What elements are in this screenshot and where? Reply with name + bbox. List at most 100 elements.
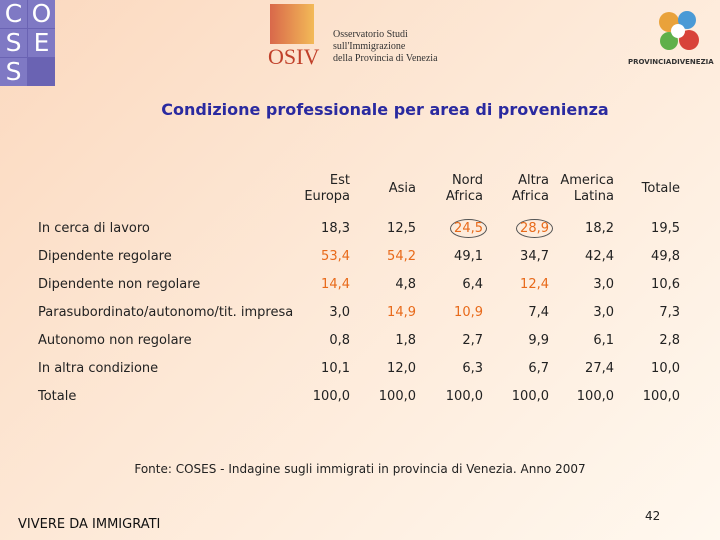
osiv-text: Osservatorio Studi sull'Immigrazione del…: [333, 29, 438, 65]
cell: 6,1: [544, 333, 614, 348]
cell-value: 100,0: [312, 389, 350, 404]
header-line: Africa: [511, 189, 549, 204]
source: Fonte: COSES - Indagine sugli immigrati …: [134, 462, 586, 476]
cell: 19,5: [610, 221, 680, 236]
cell: 6,7: [479, 361, 549, 376]
cell: 3,0: [544, 277, 614, 292]
cell-value: 3,0: [329, 305, 350, 320]
logo-letter: S: [0, 58, 27, 86]
cell-value: 14,4: [321, 277, 350, 292]
cell: 14,4: [280, 277, 350, 292]
cell-value: 14,9: [387, 305, 416, 320]
cell-value: 49,1: [454, 249, 483, 264]
osiv-mark: OSIV: [268, 44, 320, 69]
cell: 54,2: [346, 249, 416, 264]
cell-value: 12,4: [520, 277, 549, 292]
coses-logo: C O S E S: [0, 0, 55, 86]
cell-value: 10,9: [454, 305, 483, 320]
cell-value: 7,3: [659, 305, 680, 320]
cell-value: 12,0: [387, 361, 416, 376]
cell-value: 7,4: [528, 305, 549, 320]
cell: 10,9: [413, 305, 483, 320]
cell-value: 100,0: [511, 389, 549, 404]
cell-value: 2,7: [462, 333, 483, 348]
cell-value: 0,8: [329, 333, 350, 348]
cell: 7,3: [610, 305, 680, 320]
row-label: Dipendente non regolare: [38, 277, 201, 292]
header-line: Africa: [445, 189, 483, 204]
cell-value: 4,8: [395, 277, 416, 292]
logo-letter: O: [28, 0, 55, 28]
column-header: Nord Africa: [413, 173, 483, 205]
cell-value: 18,2: [585, 221, 614, 236]
header-line: Europa: [304, 189, 350, 204]
provincia-label: PROVINCIADIVENEZIA: [628, 58, 714, 66]
cell: 9,9: [479, 333, 549, 348]
cell: 100,0: [544, 389, 614, 404]
cell: 7,4: [479, 305, 549, 320]
cell: 2,7: [413, 333, 483, 348]
cell: 6,3: [413, 361, 483, 376]
column-header: Altra Africa: [479, 173, 549, 205]
row-label: Totale: [38, 389, 77, 404]
cell: 12,4: [479, 277, 549, 292]
cell-value: 42,4: [585, 249, 614, 264]
cell: 10,0: [610, 361, 680, 376]
cell-value: 100,0: [576, 389, 614, 404]
cell: 100,0: [413, 389, 483, 404]
cell: 10,6: [610, 277, 680, 292]
column-header: Est Europa: [280, 173, 350, 205]
cell-value: 34,7: [520, 249, 549, 264]
cell: 100,0: [280, 389, 350, 404]
cell-value: 100,0: [378, 389, 416, 404]
cell: 3,0: [280, 305, 350, 320]
cell-value: 2,8: [659, 333, 680, 348]
cell: 3,0: [544, 305, 614, 320]
cell-value: 1,8: [395, 333, 416, 348]
cell: 2,8: [610, 333, 680, 348]
row-label: Parasubordinato/autonomo/tit. impresa: [38, 305, 294, 320]
header-line: America: [560, 173, 614, 188]
cell-value: 24,5: [450, 219, 487, 238]
cell-value: 6,4: [462, 277, 483, 292]
header-line: Altra: [518, 173, 549, 188]
cell: 100,0: [610, 389, 680, 404]
logo-letter: E: [28, 29, 55, 57]
header-line: Totale: [641, 181, 680, 196]
row-label: Autonomo non regolare: [38, 333, 192, 348]
row-label: In altra condizione: [38, 361, 159, 376]
cell-value: 100,0: [642, 389, 680, 404]
osiv-line: Osservatorio Studi: [333, 29, 408, 40]
cell: 14,9: [346, 305, 416, 320]
cell: 34,7: [479, 249, 549, 264]
cell-value: 6,7: [528, 361, 549, 376]
cell: 12,5: [346, 221, 416, 236]
cell: 100,0: [346, 389, 416, 404]
logo-letter: C: [0, 0, 27, 28]
header-line: Est: [329, 173, 350, 188]
cell: 27,4: [544, 361, 614, 376]
osiv-line: sull'Immigrazione: [333, 41, 406, 52]
cell: 28,9: [479, 219, 553, 238]
cell: 49,8: [610, 249, 680, 264]
cell: 4,8: [346, 277, 416, 292]
row-label: In cerca di lavoro: [38, 221, 150, 236]
row-label: Dipendente regolare: [38, 249, 172, 264]
cell-value: 10,1: [321, 361, 350, 376]
cell: 12,0: [346, 361, 416, 376]
osiv-graphic: [270, 4, 314, 44]
cell-value: 18,3: [321, 221, 350, 236]
cell: 10,1: [280, 361, 350, 376]
osiv-line: della Provincia di Venezia: [333, 53, 438, 64]
cell: 6,4: [413, 277, 483, 292]
cell-value: 10,0: [651, 361, 680, 376]
header-line: Nord: [451, 173, 483, 188]
cell-value: 54,2: [387, 249, 416, 264]
cell-value: 3,0: [593, 305, 614, 320]
cell: 53,4: [280, 249, 350, 264]
cell: 1,8: [346, 333, 416, 348]
cell-value: 6,1: [593, 333, 614, 348]
page-number: 42: [645, 509, 661, 523]
cell-value: 12,5: [387, 221, 416, 236]
header-line: Latina: [573, 189, 614, 204]
